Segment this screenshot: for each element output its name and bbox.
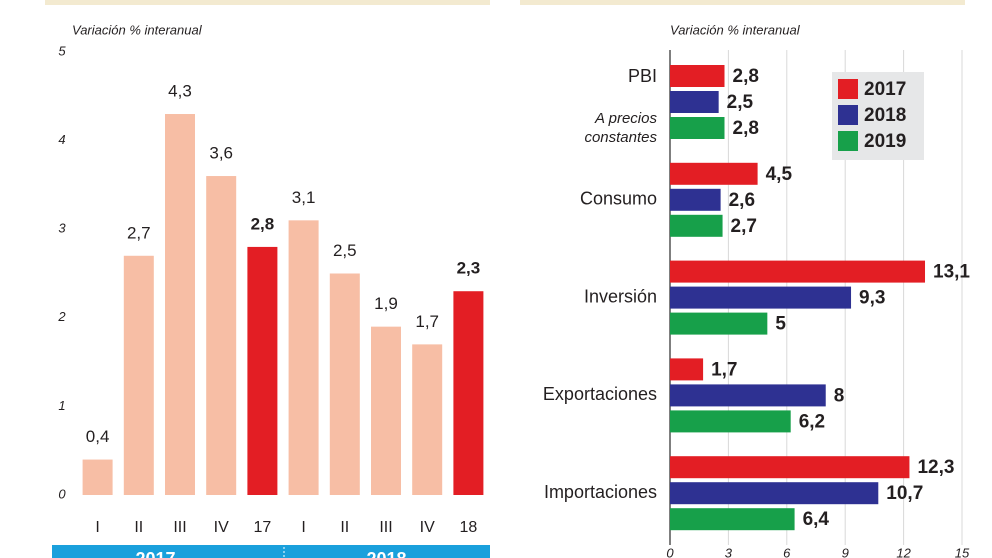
value-label: 2,8	[251, 214, 275, 233]
x-tick-label: 6	[783, 545, 791, 558]
bar	[670, 410, 791, 433]
bar	[670, 91, 719, 113]
value-label: 2,8	[733, 118, 759, 139]
value-label: 9,3	[859, 288, 885, 309]
bar	[329, 273, 360, 495]
x-tick-label: 0	[666, 545, 674, 558]
bar	[670, 260, 926, 283]
value-label: 2,5	[727, 92, 754, 113]
x-tick-label: 17	[254, 519, 272, 536]
bar	[670, 286, 852, 309]
category-note: constantes	[584, 129, 657, 146]
value-label: 3,6	[209, 144, 233, 163]
top-strip	[45, 0, 490, 5]
legend-label: 2018	[864, 105, 906, 126]
value-label: 4,5	[766, 164, 793, 185]
bar	[670, 188, 721, 211]
x-tick-label: 18	[460, 519, 478, 536]
legend-label: 2017	[864, 79, 906, 100]
bar	[670, 214, 723, 237]
value-label: 2,6	[729, 190, 755, 211]
x-tick-label: 12	[896, 545, 911, 558]
category-note: A precios	[594, 110, 657, 127]
value-label: 1,7	[415, 312, 439, 331]
bar	[670, 117, 725, 139]
bar	[670, 358, 704, 381]
value-label: 6,4	[803, 509, 830, 530]
bar	[453, 291, 484, 495]
bar	[670, 384, 826, 407]
bar	[670, 508, 795, 531]
value-label: 8	[834, 385, 845, 406]
x-tick-label: IV	[420, 519, 435, 536]
y-tick-label: 2	[57, 309, 66, 324]
category-label: Consumo	[580, 189, 657, 209]
x-tick-label: I	[95, 519, 99, 536]
y-tick-label: 1	[58, 398, 65, 413]
bar	[206, 176, 237, 496]
x-tick-label: III	[379, 519, 392, 536]
legend-swatch	[838, 79, 858, 99]
bar	[165, 114, 195, 496]
bar	[123, 255, 154, 495]
x-tick-label: II	[134, 519, 143, 536]
x-tick-label: 15	[955, 545, 970, 558]
top-strip	[520, 0, 965, 5]
bar	[288, 220, 319, 495]
year-label: 2018	[366, 549, 406, 558]
bar	[371, 326, 401, 495]
category-label: PBI	[628, 66, 657, 86]
y-tick-label: 0	[58, 486, 66, 501]
year-label: 2017	[135, 549, 175, 558]
y-tick-label: 5	[58, 43, 66, 58]
value-label: 2,8	[733, 66, 759, 87]
axis-title: Variación % interanual	[670, 22, 801, 37]
value-label: 13,1	[933, 262, 970, 283]
x-tick-label: 3	[725, 545, 733, 558]
x-tick-label: 9	[842, 545, 849, 558]
value-label: 2,3	[457, 259, 481, 278]
value-label: 10,7	[886, 483, 923, 504]
x-tick-label: III	[173, 519, 186, 536]
x-tick-label: IV	[214, 519, 229, 536]
bar	[247, 246, 278, 495]
value-label: 2,7	[731, 216, 757, 237]
value-label: 3,1	[292, 188, 316, 207]
value-label: 12,3	[917, 457, 954, 478]
value-label: 1,9	[374, 294, 398, 313]
y-tick-label: 3	[58, 221, 66, 236]
value-label: 1,7	[711, 359, 737, 380]
value-label: 5	[775, 314, 786, 335]
legend-label: 2019	[864, 131, 906, 152]
bar	[670, 456, 910, 479]
value-label: 6,2	[799, 411, 825, 432]
x-tick-label: I	[301, 519, 305, 536]
year-banner	[52, 545, 490, 558]
x-tick-label: II	[340, 519, 349, 536]
bar	[670, 162, 758, 185]
bar	[670, 482, 879, 505]
value-label: 2,5	[333, 241, 357, 260]
axis-title: Variación % interanual	[72, 22, 203, 37]
bar	[670, 65, 725, 87]
category-label: Inversión	[584, 286, 657, 306]
bar	[82, 459, 113, 495]
value-label: 2,7	[127, 223, 151, 242]
category-label: Exportaciones	[543, 384, 657, 404]
y-tick-label: 4	[58, 132, 65, 147]
bar	[670, 312, 768, 335]
category-label: Importaciones	[544, 482, 657, 502]
legend-swatch	[838, 105, 858, 125]
legend-swatch	[838, 131, 858, 151]
bar	[412, 344, 443, 495]
value-label: 4,3	[168, 82, 192, 101]
value-label: 0,4	[86, 427, 110, 446]
